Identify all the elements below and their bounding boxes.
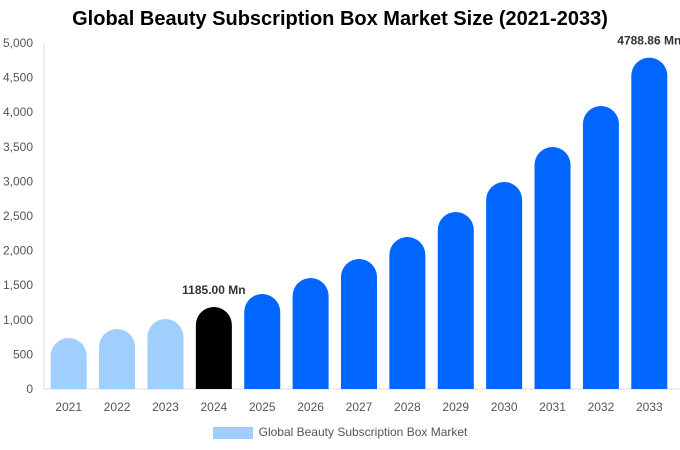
bar-2021: [50, 337, 87, 389]
bar-2029: [437, 211, 474, 389]
y-tick-label: 1,000: [3, 313, 33, 327]
x-tick-label: 2024: [200, 400, 227, 414]
bar-2031: [534, 147, 571, 389]
y-tick-label: 5,000: [3, 36, 33, 50]
y-tick-label: 2,500: [3, 209, 33, 223]
data-label: 4788.86 Mn: [617, 34, 680, 48]
bar-2023: [147, 318, 184, 389]
x-tick-label: 2021: [55, 400, 82, 414]
legend-swatch: [212, 426, 253, 439]
bar-2024: [195, 306, 232, 389]
x-tick-label: 2033: [636, 400, 663, 414]
x-tick-label: 2028: [394, 400, 421, 414]
legend-label: Global Beauty Subscription Box Market: [258, 425, 468, 439]
y-tick-label: 0: [26, 382, 33, 396]
x-tick-label: 2025: [249, 400, 276, 414]
y-tick-label: 3,000: [3, 174, 33, 188]
x-tick-label: 2031: [539, 400, 566, 414]
bar-2030: [486, 182, 523, 389]
x-tick-label: 2023: [152, 400, 179, 414]
bar-2022: [99, 329, 136, 389]
y-tick-label: 4,500: [3, 71, 33, 85]
bar-2026: [292, 278, 329, 389]
x-tick-label: 2022: [104, 400, 131, 414]
x-tick-label: 2029: [442, 400, 469, 414]
bar-2025: [244, 293, 281, 389]
y-tick-label: 1,500: [3, 278, 33, 292]
x-tick-label: 2030: [491, 400, 518, 414]
x-tick-label: 2027: [346, 400, 373, 414]
bar-2032: [582, 105, 619, 390]
y-tick-label: 3,500: [3, 140, 33, 154]
y-tick-label: 500: [13, 347, 33, 361]
y-tick-label: 2,000: [3, 244, 33, 258]
bar-2033: [631, 57, 668, 389]
y-tick-label: 4,000: [3, 105, 33, 119]
bar-2027: [341, 258, 377, 389]
x-tick-label: 2032: [588, 400, 615, 414]
legend: Global Beauty Subscription Box Market: [0, 425, 680, 439]
bar-2028: [389, 236, 426, 389]
x-tick-label: 2026: [297, 400, 324, 414]
data-label: 1185.00 Mn: [182, 283, 245, 297]
chart-title: Global Beauty Subscription Box Market Si…: [72, 8, 608, 30]
